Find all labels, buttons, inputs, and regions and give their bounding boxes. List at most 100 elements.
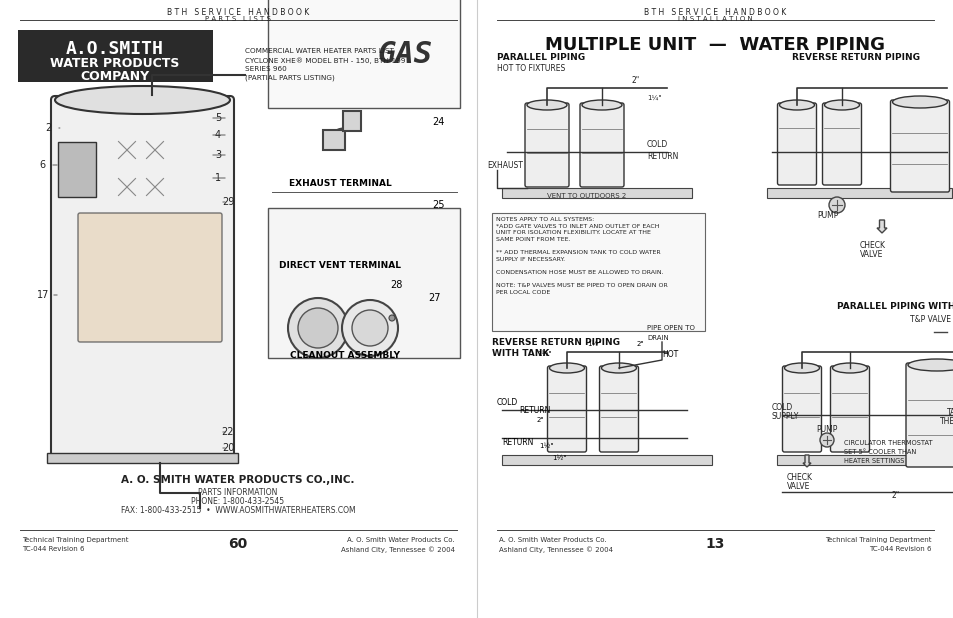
Bar bbox=[47, 453, 237, 463]
Text: B T H   S E R V I C E   H A N D B O O K: B T H S E R V I C E H A N D B O O K bbox=[643, 8, 785, 17]
Text: 1: 1 bbox=[214, 173, 221, 183]
FancyBboxPatch shape bbox=[51, 96, 233, 459]
Text: TANK: TANK bbox=[946, 408, 953, 417]
FancyBboxPatch shape bbox=[781, 366, 821, 452]
FancyBboxPatch shape bbox=[323, 130, 345, 150]
Text: EXHAUST: EXHAUST bbox=[486, 161, 522, 170]
Text: VENT TO OUTDOORS 2: VENT TO OUTDOORS 2 bbox=[546, 193, 625, 199]
Text: VALVE: VALVE bbox=[786, 482, 809, 491]
Text: Technical Training Department: Technical Training Department bbox=[22, 537, 129, 543]
FancyBboxPatch shape bbox=[78, 213, 222, 342]
FancyBboxPatch shape bbox=[889, 100, 948, 192]
Text: PARALLEL PIPING WITH TANK: PARALLEL PIPING WITH TANK bbox=[836, 302, 953, 311]
Text: CIRCULATOR THERMOSTAT: CIRCULATOR THERMOSTAT bbox=[843, 440, 932, 446]
Text: DIRECT VENT TERMINAL: DIRECT VENT TERMINAL bbox=[278, 261, 400, 269]
Text: PIPE OPEN TO: PIPE OPEN TO bbox=[646, 325, 694, 331]
Ellipse shape bbox=[892, 96, 946, 108]
Text: COLD: COLD bbox=[497, 398, 517, 407]
Text: FAX: 1-800-433-2515  •  WWW.AOSMITHWATERHEATERS.COM: FAX: 1-800-433-2515 • WWW.AOSMITHWATERHE… bbox=[121, 506, 355, 515]
Circle shape bbox=[288, 298, 348, 358]
Ellipse shape bbox=[823, 100, 859, 110]
Text: VALVE: VALVE bbox=[859, 250, 882, 259]
Text: COLD: COLD bbox=[771, 403, 792, 412]
Text: PUMP: PUMP bbox=[816, 211, 838, 220]
Text: PARALLEL PIPING: PARALLEL PIPING bbox=[497, 53, 584, 62]
Ellipse shape bbox=[581, 100, 621, 110]
Text: COMPANY: COMPANY bbox=[80, 70, 150, 83]
Text: 60: 60 bbox=[228, 537, 248, 551]
Text: 3: 3 bbox=[214, 150, 221, 160]
Text: SUPPLY: SUPPLY bbox=[771, 412, 799, 421]
Text: DRAIN: DRAIN bbox=[646, 335, 668, 341]
FancyArrow shape bbox=[876, 220, 886, 233]
Bar bbox=[58, 142, 96, 197]
Text: PARTS INFORMATION: PARTS INFORMATION bbox=[198, 488, 277, 497]
Text: A. O. Smith Water Products Co.: A. O. Smith Water Products Co. bbox=[347, 537, 455, 543]
Circle shape bbox=[389, 315, 395, 321]
Ellipse shape bbox=[779, 100, 814, 110]
FancyBboxPatch shape bbox=[524, 103, 568, 187]
Ellipse shape bbox=[907, 359, 953, 371]
Text: 20: 20 bbox=[222, 443, 233, 453]
Text: GAS: GAS bbox=[377, 40, 432, 69]
FancyArrow shape bbox=[802, 455, 810, 467]
Text: A.O.SMITH: A.O.SMITH bbox=[66, 40, 164, 58]
Text: I N S T A L L A T I O N: I N S T A L L A T I O N bbox=[677, 16, 752, 22]
Text: WATER PRODUCTS: WATER PRODUCTS bbox=[51, 57, 179, 70]
Circle shape bbox=[820, 433, 833, 447]
FancyBboxPatch shape bbox=[905, 363, 953, 467]
Text: B T H   S E R V I C E   H A N D B O O K: B T H S E R V I C E H A N D B O O K bbox=[167, 8, 309, 17]
Text: SET 5° COOLER THAN: SET 5° COOLER THAN bbox=[843, 449, 915, 455]
Text: 2": 2" bbox=[537, 417, 544, 423]
FancyBboxPatch shape bbox=[830, 366, 868, 452]
Text: 24: 24 bbox=[432, 117, 444, 127]
Text: P A R T S   L I S T S: P A R T S L I S T S bbox=[205, 16, 271, 22]
Text: CLEANOUT ASSEMBLY: CLEANOUT ASSEMBLY bbox=[290, 350, 399, 360]
Circle shape bbox=[828, 197, 844, 213]
Text: 1½": 1½" bbox=[552, 455, 566, 461]
Text: 1¼": 1¼" bbox=[646, 95, 660, 101]
Ellipse shape bbox=[601, 363, 636, 373]
Text: EXHAUST TERMINAL: EXHAUST TERMINAL bbox=[289, 179, 391, 187]
Text: RETURN: RETURN bbox=[646, 152, 678, 161]
Text: A. O. Smith Water Products Co.: A. O. Smith Water Products Co. bbox=[498, 537, 606, 543]
FancyBboxPatch shape bbox=[821, 103, 861, 185]
Text: 2": 2" bbox=[631, 76, 639, 85]
Text: 25: 25 bbox=[432, 200, 444, 210]
FancyBboxPatch shape bbox=[501, 188, 691, 198]
Text: 22: 22 bbox=[221, 427, 234, 437]
Ellipse shape bbox=[783, 363, 819, 373]
Circle shape bbox=[352, 310, 388, 346]
Text: 5: 5 bbox=[214, 113, 221, 123]
Text: REVERSE RETURN PIPING: REVERSE RETURN PIPING bbox=[492, 338, 619, 347]
FancyBboxPatch shape bbox=[501, 455, 711, 465]
FancyBboxPatch shape bbox=[18, 30, 213, 82]
Text: WITH TANK: WITH TANK bbox=[492, 349, 549, 358]
Text: CHECK: CHECK bbox=[859, 241, 885, 250]
Bar bbox=[268, 0, 459, 108]
Bar bbox=[268, 208, 459, 358]
Text: COMMERCIAL WATER HEATER PARTS LIST
CYCLONE XHE® MODEL BTH - 150, BTH-199
SERIES : COMMERCIAL WATER HEATER PARTS LIST CYCLO… bbox=[245, 48, 405, 81]
Text: T&P VALVE: T&P VALVE bbox=[909, 315, 950, 324]
Text: 17: 17 bbox=[37, 290, 50, 300]
FancyBboxPatch shape bbox=[777, 103, 816, 185]
Text: TC-044 Revision 6: TC-044 Revision 6 bbox=[868, 546, 931, 552]
Text: PUMP: PUMP bbox=[816, 425, 837, 434]
Text: 1½": 1½" bbox=[586, 341, 601, 347]
Ellipse shape bbox=[832, 363, 866, 373]
Text: Ashland City, Tennessee © 2004: Ashland City, Tennessee © 2004 bbox=[340, 546, 455, 552]
Text: TC-044 Revision 6: TC-044 Revision 6 bbox=[22, 546, 85, 552]
Text: Technical Training Department: Technical Training Department bbox=[824, 537, 931, 543]
Text: 6: 6 bbox=[39, 160, 45, 170]
FancyBboxPatch shape bbox=[343, 111, 360, 131]
Text: A. O. SMITH WATER PRODUCTS CO.,INC.: A. O. SMITH WATER PRODUCTS CO.,INC. bbox=[121, 475, 355, 485]
Ellipse shape bbox=[549, 363, 584, 373]
Ellipse shape bbox=[526, 100, 566, 110]
Text: 1½": 1½" bbox=[537, 351, 551, 357]
Text: 2: 2 bbox=[45, 123, 51, 133]
Text: RETURN: RETURN bbox=[501, 438, 533, 447]
Text: NOTES APPLY TO ALL SYSTEMS:
*ADD GATE VALVES TO INLET AND OUTLET OF EACH
UNIT FO: NOTES APPLY TO ALL SYSTEMS: *ADD GATE VA… bbox=[496, 217, 667, 295]
Circle shape bbox=[297, 308, 337, 348]
Text: MULTIPLE UNIT  —  WATER PIPING: MULTIPLE UNIT — WATER PIPING bbox=[544, 36, 884, 54]
Text: 29: 29 bbox=[222, 197, 233, 207]
